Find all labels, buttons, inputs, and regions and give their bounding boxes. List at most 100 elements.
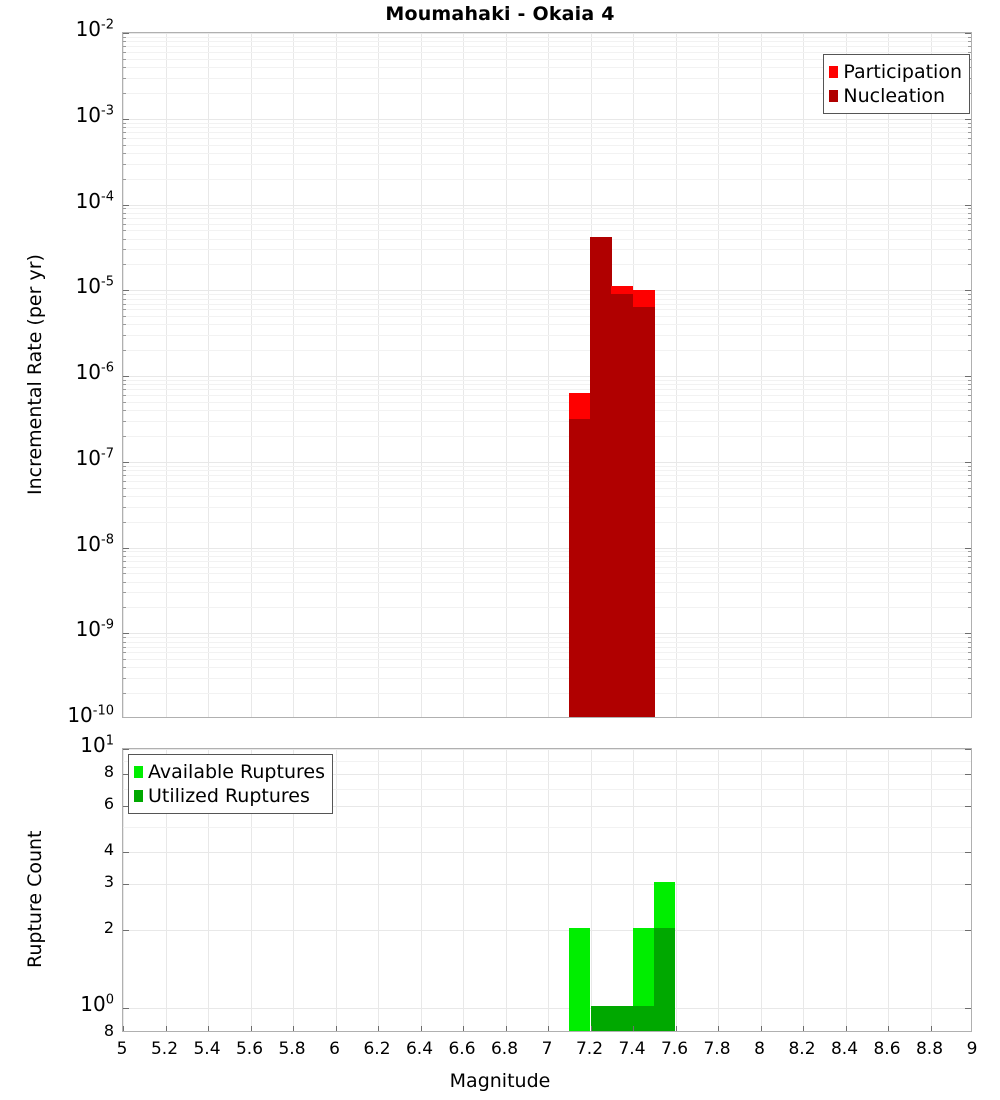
gridline-horizontal	[123, 633, 971, 635]
legend-swatch	[134, 766, 143, 778]
gridline-horizontal-minor	[123, 678, 971, 680]
y-tick-mark-minor	[968, 152, 971, 154]
y-tick-mark-minor	[968, 309, 971, 311]
top-plot-legend: Participation Nucleation	[823, 54, 970, 114]
y-tick-mark-minor	[968, 395, 971, 397]
gridline-vertical	[888, 33, 889, 717]
gridline-horizontal-minor	[123, 230, 971, 232]
gridline-vertical	[123, 33, 124, 717]
gridline-horizontal-minor	[123, 127, 971, 129]
y-tick-mark-minor	[123, 551, 126, 553]
gridline-horizontal	[123, 1007, 971, 1009]
bar-segment-nucleation	[632, 307, 655, 717]
y-tick-mark-minor	[123, 435, 126, 437]
y-tick-mark	[965, 884, 971, 886]
y-tick-mark-minor	[968, 389, 971, 391]
gridline-vertical	[803, 749, 804, 1031]
y-tick-mark-minor	[123, 298, 126, 300]
y-tick-mark-minor	[968, 335, 971, 337]
bottom-plot-y-axis-title: Rupture Count	[24, 830, 46, 969]
gridline-vertical	[505, 749, 507, 1031]
gridline-horizontal-minor	[123, 316, 971, 318]
y-tick-mark-minor	[968, 144, 971, 146]
gridline-horizontal-minor	[123, 573, 971, 575]
gridline-horizontal	[123, 547, 971, 549]
y-tick-mark-minor	[123, 637, 126, 639]
x-tick-mark	[420, 1026, 422, 1031]
y-tick-mark-minor	[968, 566, 971, 568]
y-tick-mark	[123, 118, 129, 120]
y-tick-mark-minor	[968, 324, 971, 326]
x-tick-label: 5.6	[235, 1039, 264, 1059]
x-tick-label: 6.4	[405, 1039, 434, 1059]
y-tick-mark-minor	[968, 693, 971, 695]
y-tick-label: 101	[80, 733, 114, 757]
gridline-horizontal-minor	[123, 592, 971, 594]
y-tick-label: 4	[103, 840, 114, 860]
bar	[590, 236, 613, 717]
bar	[632, 290, 655, 717]
y-tick-mark-minor	[123, 395, 126, 397]
y-tick-mark-minor	[123, 573, 126, 575]
y-tick-mark	[123, 204, 129, 206]
y-tick-mark-minor	[123, 309, 126, 311]
x-tick-mark	[208, 1026, 209, 1031]
y-tick-mark	[965, 376, 971, 377]
y-tick-mark-minor	[968, 178, 971, 180]
gridline-horizontal	[123, 884, 971, 886]
y-tick-mark-minor	[968, 581, 971, 583]
y-tick-mark-minor	[968, 132, 971, 134]
y-tick-mark-minor	[123, 646, 126, 648]
gridline-vertical	[463, 33, 464, 717]
y-tick-mark-minor	[123, 420, 126, 422]
y-tick-mark	[123, 929, 129, 931]
y-tick-mark-minor	[968, 646, 971, 648]
y-tick-mark-minor	[123, 465, 126, 467]
gridline-vertical	[463, 749, 464, 1031]
gridline-horizontal-minor	[123, 551, 971, 553]
gridline-horizontal-minor	[123, 122, 971, 124]
y-tick-mark-minor	[123, 303, 126, 305]
bar-segment-nucleation	[568, 418, 591, 717]
gridline-horizontal-minor	[123, 641, 971, 643]
legend-item: Available Ruptures	[134, 760, 325, 784]
gridline-horizontal	[123, 929, 971, 931]
y-tick-label: 3	[103, 872, 114, 892]
gridline-vertical	[420, 749, 422, 1031]
y-tick-mark	[965, 633, 971, 635]
y-tick-mark	[965, 806, 971, 808]
y-tick-label: 6	[103, 794, 114, 814]
gridline-horizontal-minor	[123, 379, 971, 381]
x-tick-mark	[165, 1026, 167, 1031]
y-tick-mark-minor	[968, 465, 971, 467]
gridline-vertical	[548, 33, 549, 717]
gridline-vertical	[250, 749, 252, 1031]
legend-label: Available Ruptures	[148, 760, 325, 783]
gridline-horizontal-minor	[123, 294, 971, 296]
y-tick-mark	[965, 774, 971, 776]
x-tick-mark	[888, 1026, 889, 1031]
y-tick-mark-minor	[123, 230, 126, 232]
gridline-horizontal-minor	[123, 46, 971, 48]
gridline-horizontal-minor	[123, 384, 971, 386]
y-tick-mark	[123, 884, 129, 886]
y-tick-mark-minor	[123, 693, 126, 695]
gridline-horizontal-minor	[123, 760, 971, 762]
x-tick-label: 7	[541, 1039, 553, 1059]
y-tick-label: 10-2	[75, 17, 114, 41]
gridline-horizontal-minor	[123, 41, 971, 43]
y-tick-label: 10-9	[75, 617, 114, 642]
y-tick-mark-minor	[123, 137, 126, 139]
y-tick-mark-minor	[968, 137, 971, 139]
y-tick-mark-minor	[123, 555, 126, 557]
gridline-vertical	[760, 749, 762, 1031]
gridline-horizontal-minor	[123, 480, 971, 482]
y-tick-mark	[123, 806, 129, 808]
gridline-horizontal-minor	[123, 420, 971, 422]
gridline-vertical	[930, 33, 932, 717]
x-tick-label: 7.2	[575, 1039, 604, 1059]
bar	[611, 286, 634, 717]
y-tick-mark-minor	[968, 592, 971, 594]
gridline-vertical	[718, 749, 719, 1031]
